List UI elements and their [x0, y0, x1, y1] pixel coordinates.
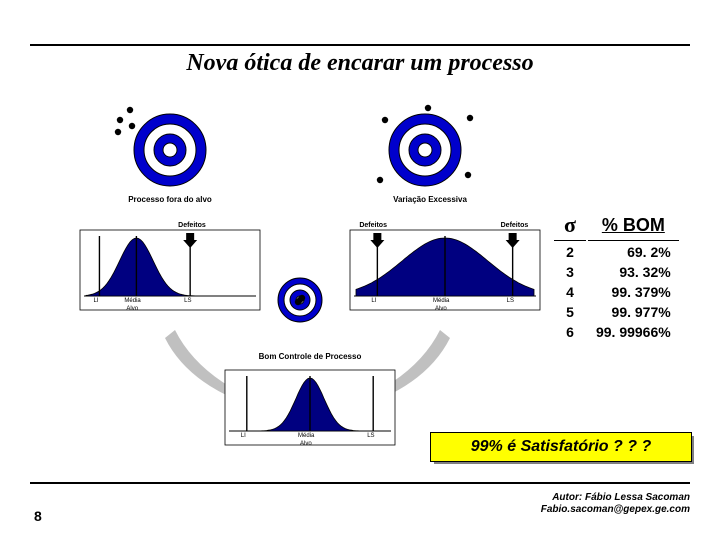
axis-label: LS	[184, 298, 191, 304]
panel2-label: Variação Excessiva	[350, 195, 510, 204]
slide: { "layout":{"width":720,"height":540,"ru…	[0, 0, 720, 540]
page-number: 8	[34, 508, 42, 524]
axis-label: LS	[507, 298, 514, 304]
axis-label: Média	[124, 298, 140, 304]
axis-label: Alvo	[126, 306, 138, 312]
sigma-cell-pct: 69. 2%	[588, 243, 679, 261]
axis-label: Alvo	[300, 441, 312, 447]
defeitos-label: Defeitos	[501, 222, 529, 229]
sigma-table: σ % BOM 269. 2%393. 32%499. 379%599. 977…	[552, 208, 681, 343]
axis-label: LI	[371, 298, 376, 304]
sigma-cell-sigma: 6	[554, 323, 586, 341]
panel1-label: Processo fora do alvo	[80, 195, 260, 204]
sigma-cell-pct: 99. 379%	[588, 283, 679, 301]
axis-label: LS	[367, 433, 374, 439]
axis-label: LI	[93, 298, 98, 304]
axis-label: Média	[433, 298, 449, 304]
sigma-row: 599. 977%	[554, 303, 679, 321]
satisfaction-banner: 99% é Satisfatório ? ? ?	[430, 432, 692, 462]
sigma-header-bom: % BOM	[588, 210, 679, 241]
sigma-cell-pct: 99. 977%	[588, 303, 679, 321]
axis-label: Alvo	[435, 306, 447, 312]
sigma-row: 393. 32%	[554, 263, 679, 281]
panel3-label: Bom Controle de Processo	[215, 352, 405, 361]
defeitos-label: Defeitos	[359, 222, 387, 229]
sigma-cell-sigma: 5	[554, 303, 586, 321]
footer: Autor: Fábio Lessa Sacoman Fabio.sacoman…	[480, 492, 690, 516]
footer-email: Fabio.sacoman@gepex.ge.com	[480, 504, 690, 516]
sigma-cell-pct: 93. 32%	[588, 263, 679, 281]
sigma-row: 699. 99966%	[554, 323, 679, 341]
sigma-cell-sigma: 3	[554, 263, 586, 281]
sigma-cell-pct: 99. 99966%	[588, 323, 679, 341]
sigma-header-sigma: σ	[554, 210, 586, 241]
sigma-cell-sigma: 2	[554, 243, 586, 261]
defeitos-label: Defeitos	[178, 222, 206, 229]
axis-label: LI	[241, 433, 246, 439]
sigma-row: 499. 379%	[554, 283, 679, 301]
sigma-row: 269. 2%	[554, 243, 679, 261]
sigma-cell-sigma: 4	[554, 283, 586, 301]
footer-author: Autor: Fábio Lessa Sacoman	[480, 492, 690, 504]
axis-label: Média	[298, 433, 314, 439]
